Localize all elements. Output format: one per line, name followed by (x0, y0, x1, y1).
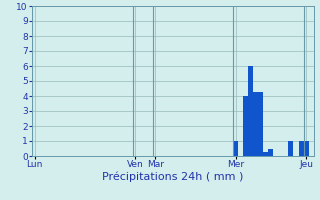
Bar (263, 152, 268, 156)
Bar (288, 141, 293, 156)
Bar (233, 141, 238, 156)
Bar (268, 148, 273, 156)
Bar (248, 66, 253, 156)
Bar (299, 141, 304, 156)
X-axis label: Précipitations 24h ( mm ): Précipitations 24h ( mm ) (102, 172, 244, 182)
Bar (258, 92, 263, 156)
Bar (304, 141, 308, 156)
Bar (243, 96, 248, 156)
Bar (253, 92, 258, 156)
